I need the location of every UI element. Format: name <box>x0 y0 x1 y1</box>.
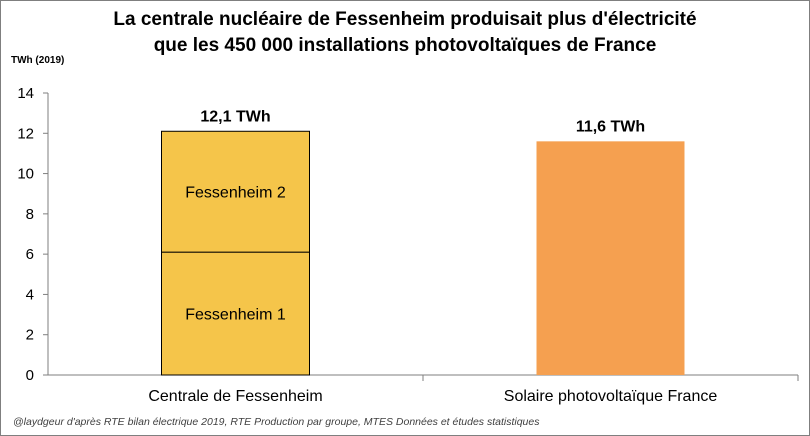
y-tick-label: 0 <box>26 367 34 384</box>
source-footnote: @laydgeur d'après RTE bilan électrique 2… <box>13 416 540 428</box>
y-axis-label: TWh (2019) <box>11 55 65 66</box>
bar-total-label: 11,6 TWh <box>576 118 645 135</box>
bar-segment <box>161 130 310 253</box>
bar-total-label: 12,1 TWh <box>200 108 270 125</box>
x-category-label: Solaire photovoltaïque France <box>504 388 718 405</box>
y-tick-label: 8 <box>26 206 34 223</box>
y-tick-label: 14 <box>17 85 34 102</box>
bar-segment <box>536 141 685 375</box>
y-tick-label: 4 <box>26 286 34 303</box>
bar-segment <box>161 251 310 376</box>
y-tick-label: 6 <box>26 246 34 263</box>
chart-title-line-2: que les 450 000 installations photovolta… <box>153 35 657 56</box>
chart-title-line-1: La centrale nucléaire de Fessenheim prod… <box>113 9 697 30</box>
y-tick-label: 2 <box>26 327 34 344</box>
y-tick-label: 10 <box>17 166 34 183</box>
segment-label: Fessenheim 1 <box>185 307 286 324</box>
y-tick-label: 12 <box>17 125 34 142</box>
x-category-label: Centrale de Fessenheim <box>148 388 322 405</box>
segment-label: Fessenheim 2 <box>185 185 286 202</box>
